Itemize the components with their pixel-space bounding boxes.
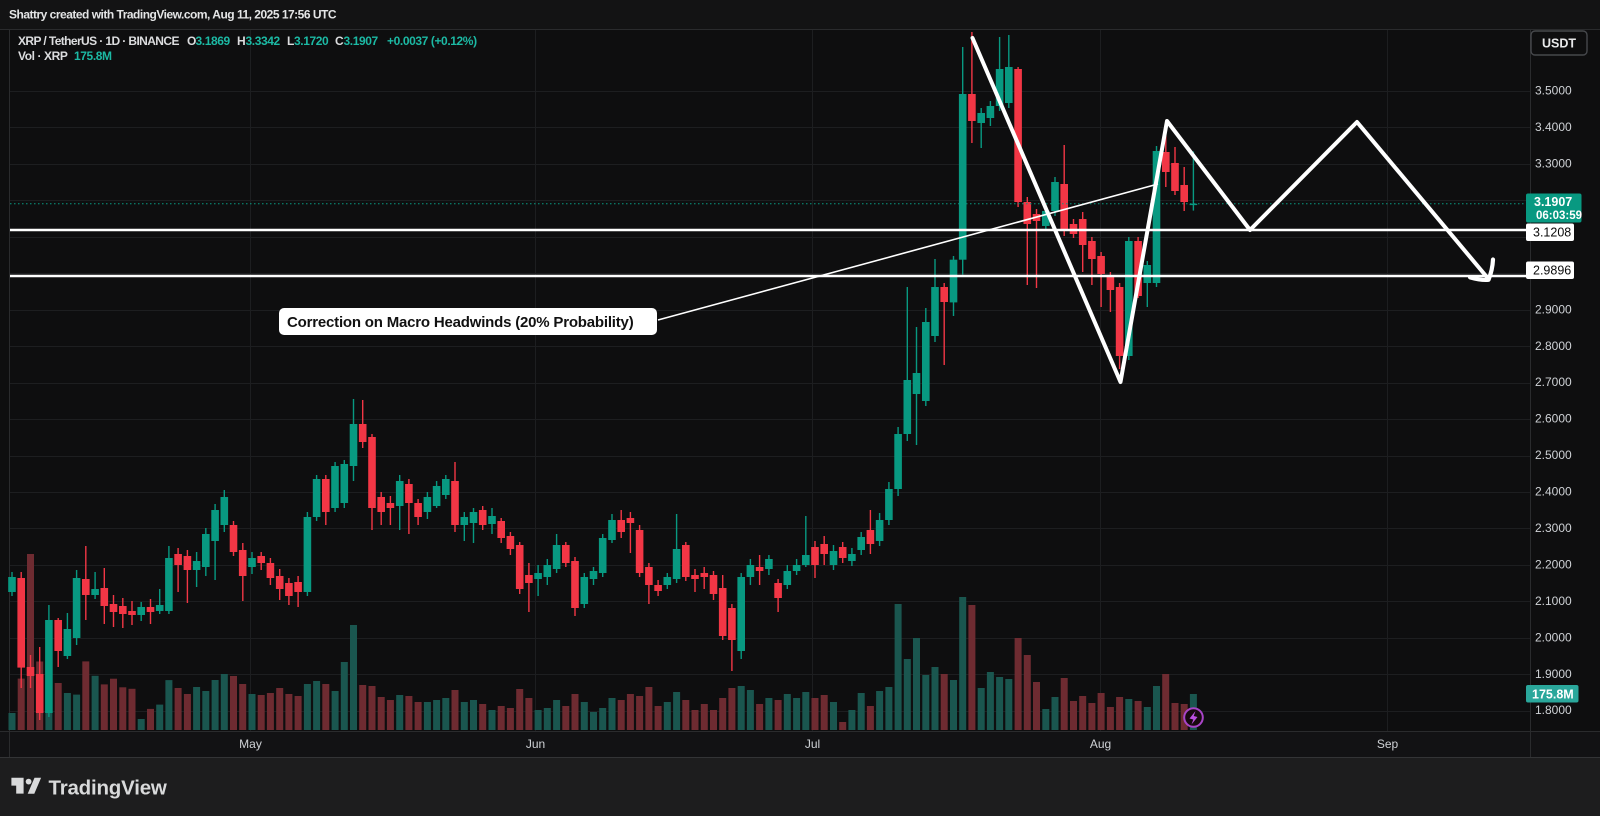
svg-text:Aug: Aug [1090,737,1111,751]
svg-text:2.6000: 2.6000 [1535,412,1572,426]
svg-text:175.8M: 175.8M [74,49,112,63]
svg-text:2.1000: 2.1000 [1535,594,1572,608]
svg-text:C: C [335,34,344,48]
svg-text:3.3000: 3.3000 [1535,157,1572,171]
svg-text:3.1720: 3.1720 [294,34,329,48]
svg-text:2.0000: 2.0000 [1535,630,1572,644]
svg-text:1.8000: 1.8000 [1535,703,1572,717]
svg-text:3.3342: 3.3342 [246,34,281,48]
svg-text:XRP / TetherUS · 1D · BINANCE: XRP / TetherUS · 1D · BINANCE [18,34,179,48]
svg-text:Jun: Jun [526,737,545,751]
svg-text:2.4000: 2.4000 [1535,485,1572,499]
svg-text:175.8M: 175.8M [1532,687,1574,701]
svg-text:2.9896: 2.9896 [1533,264,1571,278]
svg-text:2.7000: 2.7000 [1535,375,1572,389]
svg-text:2.9000: 2.9000 [1535,302,1572,316]
svg-text:3.4000: 3.4000 [1535,120,1572,134]
svg-text:3.1907: 3.1907 [1534,195,1572,209]
svg-text:3.1208: 3.1208 [1533,226,1571,240]
svg-text:O: O [187,34,196,48]
svg-text:2.2000: 2.2000 [1535,557,1572,571]
svg-text:2.5000: 2.5000 [1535,448,1572,462]
svg-text:06:03:59: 06:03:59 [1536,210,1582,222]
svg-text:3.1907: 3.1907 [344,34,379,48]
svg-text:Jul: Jul [805,737,820,751]
svg-text:H: H [237,34,245,48]
svg-text:Shattry created with TradingVi: Shattry created with TradingView.com, Au… [9,8,337,22]
svg-text:2.3000: 2.3000 [1535,521,1572,535]
svg-text:3.5000: 3.5000 [1535,84,1572,98]
svg-text:+0.0037 (+0.12%): +0.0037 (+0.12%) [387,34,477,48]
svg-text:Vol · XRP: Vol · XRP [18,49,68,63]
svg-text:1.9000: 1.9000 [1535,667,1572,681]
svg-text:Correction on Macro Headwinds: Correction on Macro Headwinds (20% Proba… [287,314,634,331]
svg-text:TradingView: TradingView [49,777,167,800]
svg-text:3.1869: 3.1869 [196,34,231,48]
svg-text:USDT: USDT [1542,37,1576,51]
svg-text:L: L [287,34,294,48]
svg-text:May: May [239,737,262,751]
svg-text:2.8000: 2.8000 [1535,339,1572,353]
svg-text:Sep: Sep [1377,737,1399,751]
